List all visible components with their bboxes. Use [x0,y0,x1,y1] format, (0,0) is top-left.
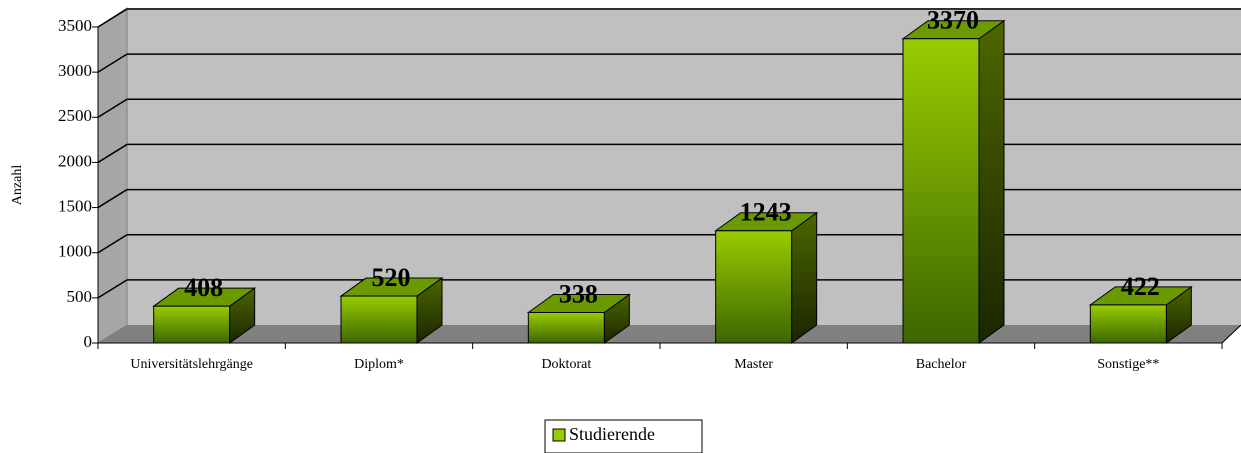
grid-line [97,234,128,254]
x-tick-label: Universitätslehrgänge [130,357,253,372]
bar [715,230,793,344]
grid-line [97,98,128,118]
side-wall [97,7,128,344]
y-tick-label: 2500 [58,106,92,125]
bar [340,295,418,344]
floor [98,325,1241,343]
y-tick-label: 3500 [58,16,92,35]
back-wall [127,8,1241,325]
y-tick-label: 2000 [58,151,92,170]
value-label: 520 [372,263,411,292]
legend [544,419,703,453]
x-tick-label: Bachelor [916,357,967,372]
grid-line [97,143,128,164]
bar [527,311,605,344]
bar-side [791,211,818,344]
value-label: 422 [1121,272,1160,301]
bar [153,305,231,344]
y-tick-label: 0 [84,332,93,351]
x-tick-label: Master [734,357,773,372]
value-label: 3370 [927,6,979,35]
value-label: 1243 [740,198,792,227]
legend-label: Studierende [569,424,655,444]
bar [1089,304,1167,344]
y-tick-label: 1500 [58,196,92,215]
x-tick-label: Diplom* [354,357,404,372]
grid-line [97,279,128,299]
grid-line [97,8,128,28]
grid-line [97,188,128,209]
value-label: 408 [184,273,223,302]
x-axis-depth [1221,324,1241,344]
legend-swatch [552,428,566,442]
x-tick-label: Doktorat [541,357,591,372]
y-tick-label: 3000 [58,61,92,80]
value-label: 338 [559,279,598,308]
grid-line [97,53,128,73]
y-tick-label: 500 [67,287,93,306]
bar [902,38,980,344]
x-tick-label: Sonstige** [1097,357,1159,372]
bar-side [978,19,1005,344]
y-tick-label: 1000 [58,242,92,261]
y-axis-label: Anzahl [10,165,25,206]
